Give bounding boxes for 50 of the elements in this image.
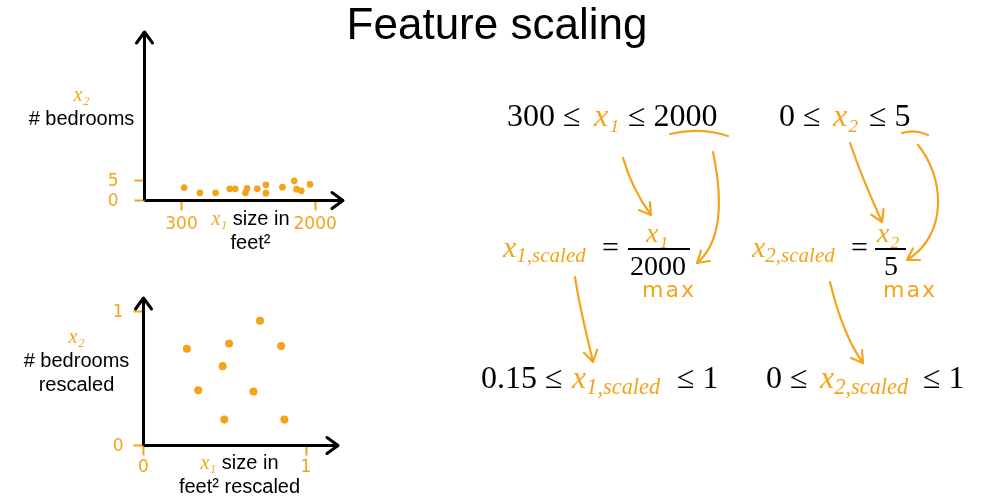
point xyxy=(253,185,261,193)
point xyxy=(242,189,249,197)
y-tick-label: 5 xyxy=(107,169,119,190)
point xyxy=(262,181,270,189)
text: x₁ xyxy=(594,97,620,134)
text: = xyxy=(602,229,619,263)
text: x₁ xyxy=(646,216,669,248)
text: 0.15 ≤ xyxy=(481,359,563,396)
y-tick-label: 1 xyxy=(112,300,124,321)
text: ≤ 1 xyxy=(677,359,719,396)
text: x$_{2,scaled}$ xyxy=(820,359,909,399)
point xyxy=(280,415,289,424)
text: 0 ≤ xyxy=(766,359,808,396)
text: ≤ 5 xyxy=(869,97,911,134)
text: x$_{1,scaled}$ xyxy=(503,229,586,268)
point xyxy=(194,386,203,395)
point xyxy=(220,415,229,424)
y-tick-label: 0 xyxy=(107,189,119,210)
point xyxy=(225,339,234,348)
text: ≤ 1 xyxy=(923,359,965,396)
point xyxy=(196,189,204,197)
point xyxy=(226,185,234,193)
point xyxy=(279,183,286,191)
point xyxy=(218,362,227,371)
point xyxy=(180,184,188,191)
text: ≤ 2000 xyxy=(628,97,718,134)
text: x$_{2,scaled}$ xyxy=(752,229,835,268)
x-tick-label: 300 xyxy=(165,212,198,233)
y-axis-title: x₂ # bedrooms xyxy=(28,82,135,129)
text: x₂ xyxy=(833,97,859,134)
y-tick-label: 0 xyxy=(112,434,124,455)
point xyxy=(262,189,270,197)
x-axis-title: x₁ size in feet² xyxy=(210,206,290,253)
text: = xyxy=(851,229,868,263)
point xyxy=(290,177,298,185)
point xyxy=(297,187,305,195)
point xyxy=(212,189,219,197)
point xyxy=(277,342,286,351)
point xyxy=(231,185,239,193)
text: x₂ xyxy=(877,216,900,248)
x-axis-title: x₁ size in feet² rescaled xyxy=(178,450,301,497)
y-axis-title: x₂ # bedrooms rescaled xyxy=(23,324,130,395)
point xyxy=(182,344,191,353)
point xyxy=(255,316,265,325)
text: Feature scaling xyxy=(346,0,648,48)
text: x$_{1,scaled}$ xyxy=(572,359,661,399)
text: 0 ≤ xyxy=(779,97,821,134)
point xyxy=(306,181,314,188)
text: 300 ≤ xyxy=(507,97,581,134)
point xyxy=(249,387,258,396)
